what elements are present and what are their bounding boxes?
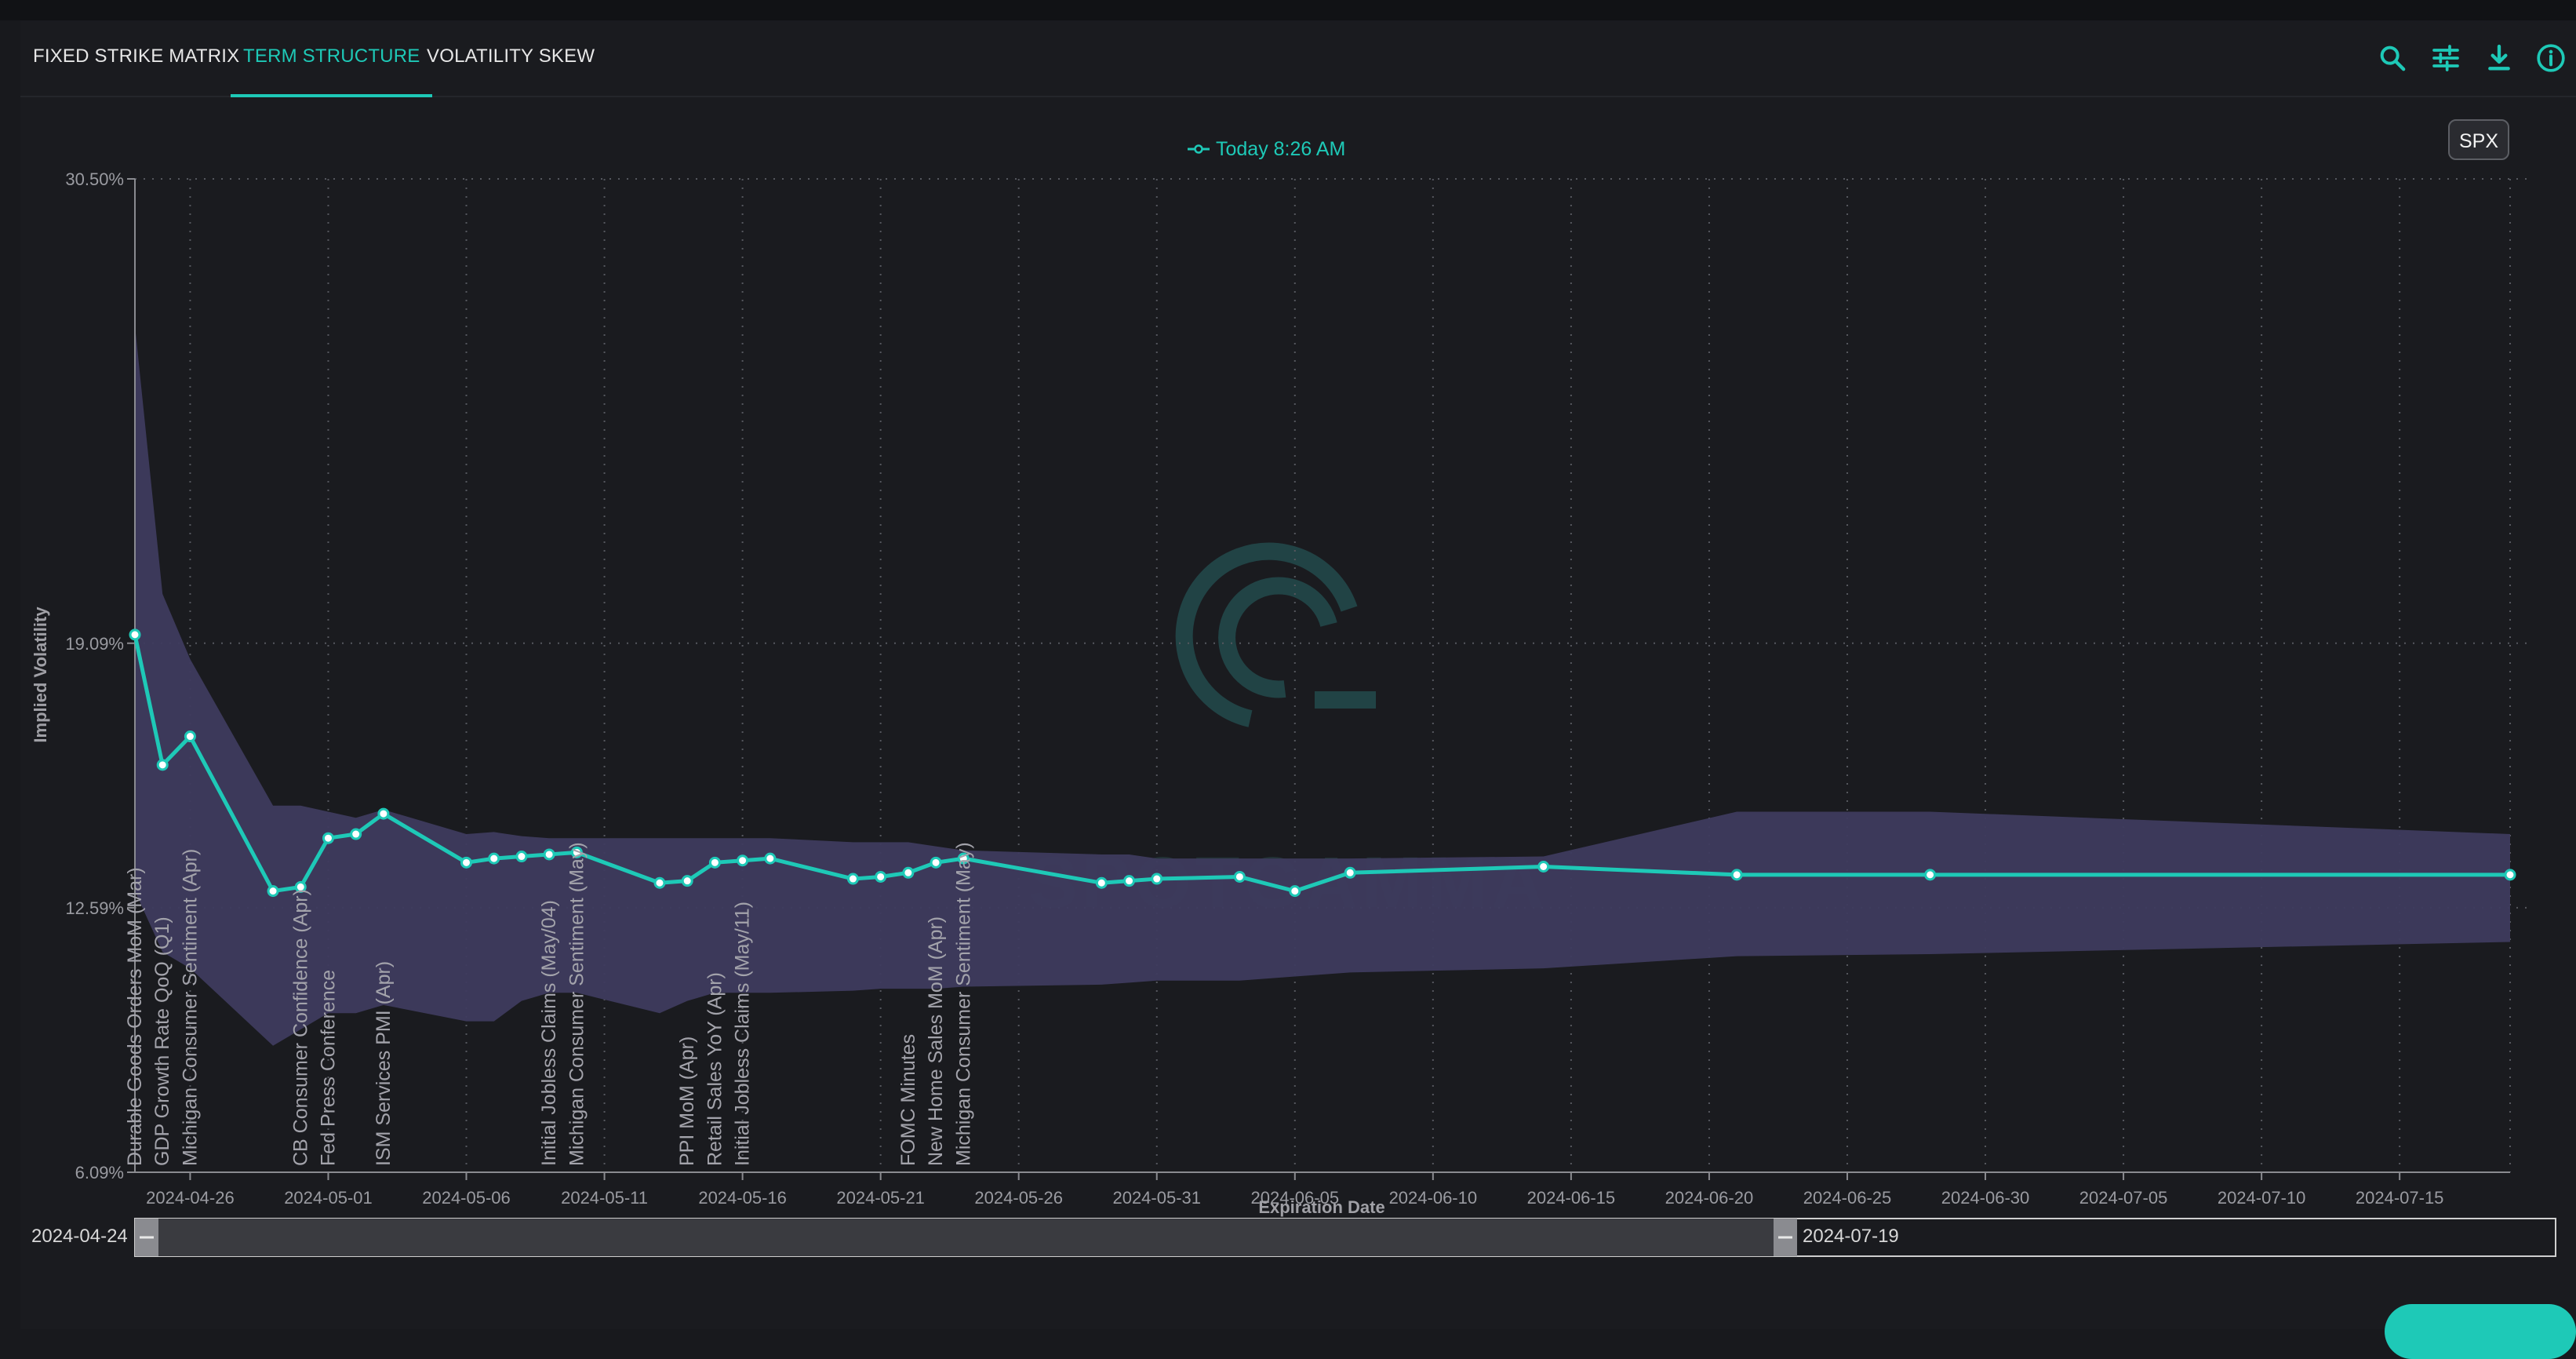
tab-volatility-skew[interactable]: VOLATILITY SKEW xyxy=(427,46,595,67)
chart-grid xyxy=(135,178,2531,1172)
x-tick-label: 2024-05-21 xyxy=(836,1188,925,1208)
chart-legend[interactable]: Today 8:26 AM xyxy=(1188,137,1345,162)
x-tick-label: 2024-06-15 xyxy=(1527,1188,1616,1208)
range-selector[interactable] xyxy=(134,1218,2556,1257)
series-point[interactable] xyxy=(570,846,583,858)
series-point[interactable] xyxy=(1289,885,1301,898)
x-tick-label: 2024-06-20 xyxy=(1665,1188,1754,1208)
event-label: Durable Goods Orders MoM (Mar) xyxy=(124,867,146,1166)
series-point[interactable] xyxy=(377,807,390,820)
event-label: Initial Jobless Claims (May/11) xyxy=(732,902,754,1166)
x-tick-label: 2024-07-15 xyxy=(2356,1188,2444,1208)
legend-line-marker-icon xyxy=(1188,144,1210,154)
tab-bar: FIXED STRIKE MATRIX TERM STRUCTURE VOLAT… xyxy=(20,20,2576,97)
event-label: Fed Press Conference xyxy=(317,970,339,1166)
series-point[interactable] xyxy=(184,731,196,743)
chat-launcher-button[interactable] xyxy=(2385,1304,2576,1359)
event-label: New Home Sales MoM (Apr) xyxy=(925,916,947,1166)
series-point[interactable] xyxy=(1233,870,1246,883)
series-point[interactable] xyxy=(267,885,279,898)
x-tick-label: 2024-04-26 xyxy=(146,1188,235,1208)
x-tick-label: 2024-05-01 xyxy=(284,1188,373,1208)
event-label: Initial Jobless Claims (May/04) xyxy=(538,900,560,1166)
series-point[interactable] xyxy=(488,852,500,865)
series-point[interactable] xyxy=(930,856,942,869)
series-point[interactable] xyxy=(1095,876,1108,889)
series-point[interactable] xyxy=(1537,861,1550,873)
x-tick-label: 2024-05-06 xyxy=(422,1188,511,1208)
x-axis-label: Expiration Date xyxy=(1258,1197,1384,1217)
series-point[interactable] xyxy=(322,832,334,844)
series-point[interactable] xyxy=(129,628,141,641)
range-start-label: 2024-04-24 xyxy=(31,1226,128,1247)
x-tick-label: 2024-06-30 xyxy=(1941,1188,2030,1208)
event-label: FOMC Minutes xyxy=(897,1034,919,1166)
series-point[interactable] xyxy=(1123,875,1136,887)
series-point[interactable] xyxy=(350,828,362,840)
event-label: Michigan Consumer Sentiment (Apr) xyxy=(179,849,201,1166)
y-tick-label: 12.59% xyxy=(65,898,124,918)
event-label: ISM Services PMI (Apr) xyxy=(373,961,395,1166)
x-tick-label: 2024-05-26 xyxy=(974,1188,1063,1208)
event-label: GDP Growth Rate QoQ (Q1) xyxy=(151,916,173,1166)
y-axis-label: Implied Volatility xyxy=(31,607,50,743)
chart-axes xyxy=(134,179,2510,1173)
iv-range-band xyxy=(135,325,2510,1046)
event-label: Michigan Consumer Sentiment (May) xyxy=(952,842,974,1166)
event-label: Michigan Consumer Sentiment (May) xyxy=(566,842,588,1166)
x-axis-ticks: 2024-04-26 2024-05-01 2024-05-06 2024-05-11… xyxy=(146,1172,2443,1208)
x-tick-label: 2024-06-05 xyxy=(1251,1188,1340,1208)
range-end-label: 2024-07-19 xyxy=(1803,1226,1899,1247)
series-point[interactable] xyxy=(737,854,749,867)
series-point[interactable] xyxy=(846,873,859,885)
series-point[interactable] xyxy=(1924,869,1937,881)
event-label: Retail Sales YoY (Apr) xyxy=(704,972,726,1166)
series-point[interactable] xyxy=(460,856,473,869)
series-point[interactable] xyxy=(708,856,721,869)
series-point[interactable] xyxy=(764,852,777,865)
y-axis-ticks: 30.50% 19.09% 12.59% 6.09% xyxy=(65,169,135,1182)
series-point[interactable] xyxy=(1344,866,1356,879)
event-label: PPI MoM (Apr) xyxy=(676,1037,698,1166)
range-selector-window[interactable] xyxy=(135,1219,1774,1256)
x-tick-label: 2024-05-11 xyxy=(561,1188,648,1208)
series-point[interactable] xyxy=(156,759,169,771)
x-tick-label: 2024-05-16 xyxy=(698,1188,787,1208)
series-point[interactable] xyxy=(1730,869,1743,881)
y-tick-label: 19.09% xyxy=(65,634,124,654)
x-tick-label: 2024-07-10 xyxy=(2218,1188,2306,1208)
y-tick-label: 30.50% xyxy=(65,169,124,189)
legend-label: Today 8:26 AM xyxy=(1216,138,1346,160)
series-point[interactable] xyxy=(957,852,970,865)
series-point[interactable] xyxy=(902,866,915,879)
event-label: CB Consumer Confidence (Apr) xyxy=(289,889,311,1166)
sliders-icon[interactable] xyxy=(2430,42,2461,74)
symbol-button[interactable]: SPX xyxy=(2448,119,2509,160)
tab-fixed-strike-matrix[interactable]: FIXED STRIKE MATRIX xyxy=(33,46,240,67)
series-point[interactable] xyxy=(681,875,693,887)
series-point[interactable] xyxy=(875,870,887,883)
series-point[interactable] xyxy=(2504,869,2516,881)
y-tick-label: 6.09% xyxy=(75,1163,124,1182)
x-tick-label: 2024-06-25 xyxy=(1803,1188,1892,1208)
series-point[interactable] xyxy=(294,880,307,893)
x-tick-label: 2024-06-10 xyxy=(1389,1188,1478,1208)
series-point[interactable] xyxy=(543,848,555,861)
x-tick-label: 2024-05-31 xyxy=(1112,1188,1201,1208)
series-point[interactable] xyxy=(1151,873,1163,885)
event-labels: Durable Goods Orders MoM (Mar) GDP Growth… xyxy=(124,842,974,1166)
download-icon[interactable] xyxy=(2483,42,2515,74)
series-points xyxy=(129,628,2516,898)
term-structure-panel: FIXED STRIKE MATRIX TERM STRUCTURE VOLAT… xyxy=(20,20,2576,1329)
top-strip xyxy=(0,0,2576,20)
tab-term-structure[interactable]: TERM STRUCTURE xyxy=(230,20,433,97)
info-icon[interactable] xyxy=(2535,42,2567,74)
series-point[interactable] xyxy=(515,851,528,863)
term-structure-chart[interactable]: SPOTGAMMA 30.50%19.09%12.59%6.09% 2024-0… xyxy=(20,20,2576,1329)
x-tick-label: 2024-07-05 xyxy=(2079,1188,2168,1208)
search-icon[interactable] xyxy=(2377,42,2408,74)
series-point[interactable] xyxy=(653,876,666,889)
